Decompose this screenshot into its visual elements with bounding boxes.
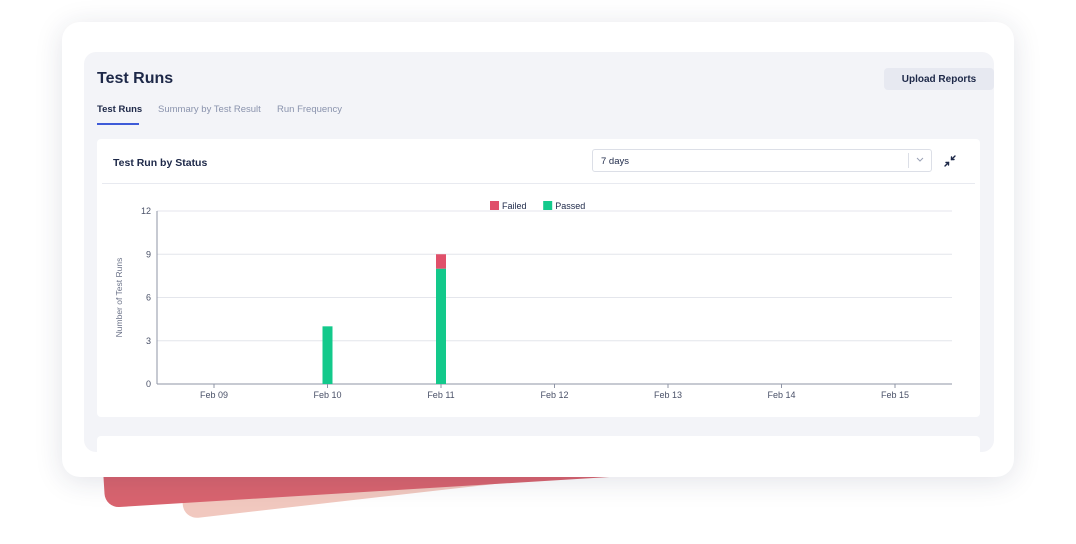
x-tick-label: Feb 09	[200, 390, 228, 400]
y-axis-label: Number of Test Runs	[114, 258, 124, 338]
page-title: Test Runs	[97, 70, 174, 87]
upload-reports-button[interactable]: Upload Reports	[884, 68, 994, 90]
legend-swatch-failed	[490, 201, 499, 210]
x-tick-label: Feb 12	[540, 390, 568, 400]
card-divider	[102, 183, 975, 184]
chevron-down-icon[interactable]	[914, 153, 926, 167]
y-tick-label: 3	[146, 336, 151, 346]
chart-card: Test Run by Status 7 days 0 3 6 9 12 Number o…	[97, 139, 980, 417]
x-tick-label: Feb 15	[881, 390, 909, 400]
bar-passed	[322, 326, 333, 384]
legend-label-failed: Failed	[502, 201, 527, 211]
time-range-select[interactable]: 7 days	[592, 149, 932, 172]
x-tick-label: Feb 11	[427, 390, 454, 400]
y-tick-label: 6	[146, 293, 151, 303]
legend-label-passed: Passed	[555, 201, 585, 211]
tab-summary-by-test-result[interactable]: Summary by Test Result	[158, 104, 261, 115]
collapse-icon[interactable]	[942, 153, 958, 169]
active-tab-indicator	[97, 123, 139, 125]
y-tick-label: 0	[146, 379, 151, 389]
time-range-value: 7 days	[601, 156, 629, 167]
bar-failed	[436, 254, 446, 269]
screenshot-frame: Test Runs Upload Reports Test Runs Summa…	[62, 22, 1014, 477]
x-tick-label: Feb 13	[654, 390, 682, 400]
bar-passed	[436, 268, 446, 384]
x-tick-label: Feb 10	[313, 390, 341, 400]
chart-title: Test Run by Status	[113, 157, 208, 169]
tab-test-runs[interactable]: Test Runs	[97, 104, 143, 115]
select-separator	[908, 153, 909, 168]
secondary-card	[97, 436, 980, 452]
y-tick-label: 12	[141, 206, 151, 216]
legend-swatch-passed	[543, 201, 553, 210]
tab-run-frequency[interactable]: Run Frequency	[277, 104, 342, 115]
x-tick-label: Feb 14	[767, 390, 795, 400]
test-run-status-chart: 0 3 6 9 12 Number of Test Runs Feb 09 Feb 10 Feb…	[114, 201, 952, 400]
y-tick-label: 9	[146, 249, 151, 259]
test-runs-panel: Test Runs Upload Reports Test Runs Summa…	[84, 52, 994, 452]
